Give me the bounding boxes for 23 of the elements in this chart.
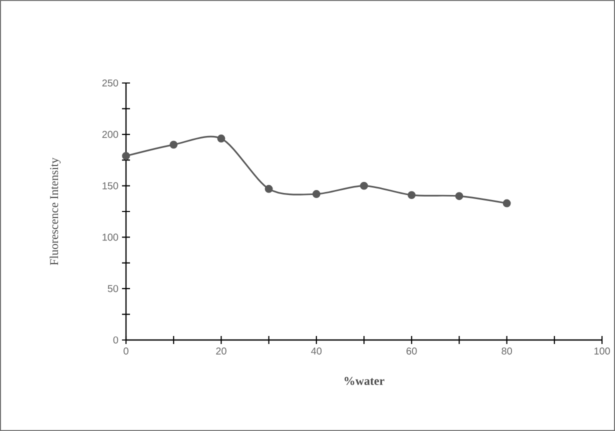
y-tick-label: 0: [113, 336, 118, 344]
y-tick-label: 100: [102, 234, 118, 241]
point: [502, 199, 511, 208]
point: [455, 192, 464, 200]
x-axis-title: %water: [344, 376, 384, 386]
x-tick-label: 60: [406, 348, 417, 355]
point: [122, 152, 130, 160]
x-tick-label: 100: [594, 348, 610, 355]
point: [170, 140, 178, 149]
y-tick-label: 150: [102, 182, 118, 190]
point: [264, 184, 273, 193]
point: [312, 190, 320, 198]
y-tick-label: 50: [108, 285, 118, 292]
x-tick-label: 0: [124, 348, 128, 355]
point: [360, 182, 368, 190]
point: [408, 191, 416, 200]
x-tick-label: 20: [216, 348, 226, 355]
y-axis-title: Fluorescence Intensity: [50, 158, 61, 266]
x-tick-label: 80: [502, 348, 512, 355]
point: [217, 134, 226, 142]
y-tick-label: 250: [102, 79, 118, 87]
x-tick-label: 40: [311, 348, 322, 355]
y-tick-label: 200: [102, 130, 118, 138]
